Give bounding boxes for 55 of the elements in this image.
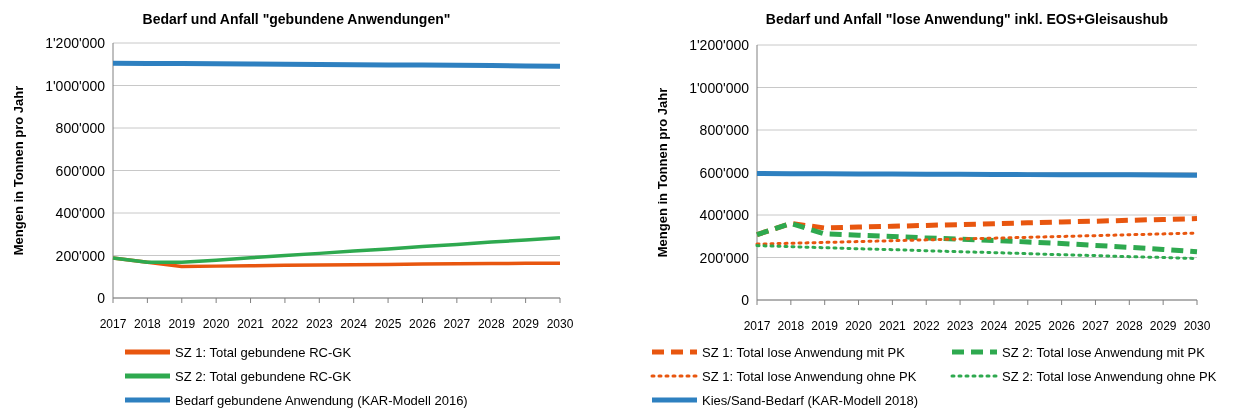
x-tick-label: 2026: [409, 317, 437, 331]
x-tick-label: 2024: [340, 317, 368, 331]
chart-title: Bedarf und Anfall "lose Anwendung" inkl. EOS+Gleisaushub: [765, 11, 1169, 27]
legend-label: SZ 2: Total lose Anwendung mit PK: [1002, 345, 1206, 360]
x-tick-label: 2028: [477, 317, 505, 331]
line-series: [111, 235, 562, 265]
legend-label: SZ 1: Total gebundene RC-GK: [175, 345, 352, 360]
y-tick-label: 400'000: [55, 205, 106, 221]
y-tick-label: 1'200'000: [45, 35, 106, 51]
x-tick-label: 2021: [237, 317, 265, 331]
x-tick-label: 2025: [374, 317, 402, 331]
chart-title: Bedarf und Anfall "gebundene Anwendungen": [142, 11, 451, 27]
y-tick-label: 200'000: [699, 249, 750, 266]
y-tick-label: 0: [97, 290, 106, 306]
y-tick-label: 600'000: [55, 162, 106, 179]
x-tick-label: 2017: [99, 317, 127, 331]
x-tick-label: 2018: [134, 317, 162, 331]
y-tick-label: 600'000: [699, 164, 750, 181]
x-tick-label: 2019: [168, 317, 196, 331]
x-tick-label: 2022: [912, 319, 940, 333]
x-tick-label: 2019: [811, 319, 839, 333]
x-tick-label: 2022: [271, 317, 299, 331]
x-tick-label: 2023: [946, 319, 974, 333]
legend-label: Kies/Sand-Bedarf (KAR-Modell 2018): [702, 393, 919, 408]
x-tick-label: 2018: [777, 319, 805, 333]
y-tick-label: 0: [741, 292, 750, 308]
y-tick-label: 1'200'000: [689, 37, 750, 53]
y-axis-title: Mengen in Tonnen pro Jahr: [11, 85, 26, 256]
x-tick-label: 2029: [512, 317, 540, 331]
y-axis-title: Mengen in Tonnen pro Jahr: [655, 87, 670, 258]
y-tick-label: 200'000: [55, 247, 106, 264]
y-tick-label: 800'000: [699, 122, 750, 138]
x-tick-label: 2030: [546, 317, 574, 331]
x-tick-label: 2029: [1149, 319, 1177, 333]
x-tick-label: 2025: [1014, 319, 1042, 333]
y-tick-label: 1'000'000: [689, 79, 750, 96]
legend-label: SZ 1: Total lose Anwendung ohne PK: [702, 369, 917, 384]
legend-label: SZ 2: Total gebundene RC-GK: [175, 369, 352, 384]
x-tick-label: 2024: [980, 319, 1008, 333]
x-tick-label: 2030: [1183, 319, 1211, 333]
x-tick-label: 2027: [1082, 319, 1110, 333]
x-tick-label: 2020: [202, 317, 230, 331]
legend-label: SZ 2: Total lose Anwendung ohne PK: [1002, 369, 1217, 384]
x-tick-label: 2028: [1115, 319, 1143, 333]
x-tick-label: 2021: [879, 319, 907, 333]
x-tick-label: 2017: [743, 319, 771, 333]
y-tick-label: 1'000'000: [45, 77, 106, 94]
y-tick-label: 800'000: [55, 120, 106, 136]
y-tick-label: 400'000: [699, 207, 750, 223]
legend-label: SZ 1: Total lose Anwendung mit PK: [702, 345, 906, 360]
x-tick-label: 2027: [443, 317, 471, 331]
legend-label: Bedarf gebundene Anwendung (KAR-Modell 2016): [175, 393, 468, 408]
x-tick-label: 2026: [1048, 319, 1076, 333]
x-tick-label: 2023: [305, 317, 333, 331]
x-tick-label: 2020: [845, 319, 873, 333]
